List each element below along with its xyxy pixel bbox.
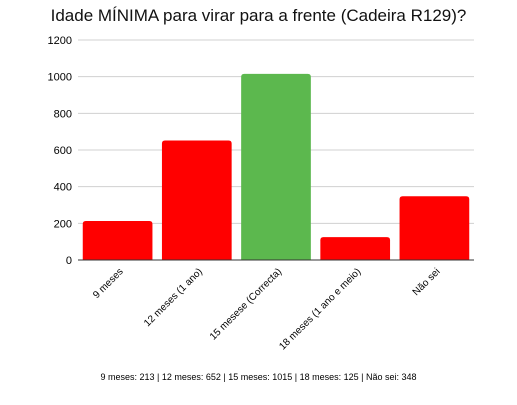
x-category-label: 9 meses	[91, 266, 126, 301]
y-tick-label: 800	[54, 108, 72, 120]
bar-5	[399, 196, 470, 260]
y-tick-label: 200	[54, 218, 72, 230]
y-tick-label: 1000	[48, 72, 72, 84]
bar-1	[82, 220, 153, 260]
chart-title: Idade MÍNIMA para virar para a frente (C…	[50, 6, 467, 25]
x-category-label: 15 mesese (Correcta)	[208, 266, 284, 342]
values-summary: 9 meses: 213 | 12 meses: 652 | 15 meses:…	[100, 372, 417, 382]
x-category-label: Não sei	[411, 266, 443, 298]
x-category-label: 18 meses (1 ano e meio)	[277, 266, 363, 352]
y-tick-label: 400	[54, 182, 72, 194]
bars	[82, 73, 470, 261]
y-tick-label: 1200	[48, 35, 72, 47]
x-category-label: 12 meses (1 ano)	[142, 266, 205, 329]
bar-4	[320, 237, 391, 260]
bar-3	[241, 73, 311, 261]
x-axis-category-labels: 9 meses 12 meses (1 ano) 15 mesese (Correc…	[91, 266, 442, 352]
bar-2	[161, 140, 232, 260]
y-tick-label: 600	[54, 145, 72, 157]
y-tick-label: 0	[66, 255, 72, 267]
y-axis-tick-labels: 0 200 400 600 800 1000 1200	[48, 35, 72, 267]
